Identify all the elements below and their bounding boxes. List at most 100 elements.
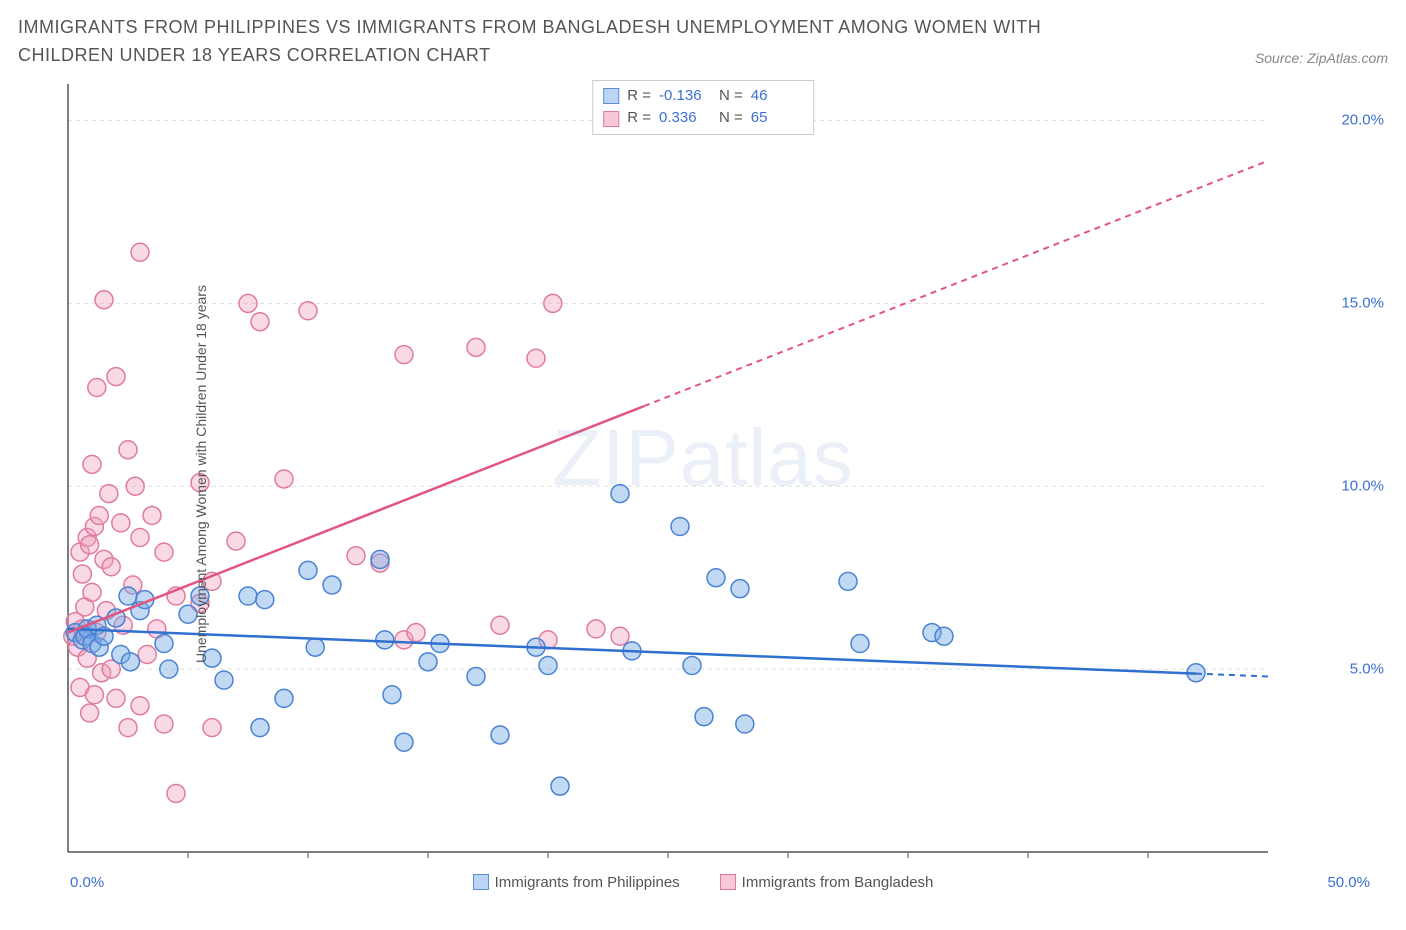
legend-label: Immigrants from Bangladesh [742,874,934,891]
data-point [935,627,953,645]
y-tick-label: 20.0% [1341,112,1384,129]
data-point [203,718,221,736]
data-point [83,583,101,601]
data-point [695,707,713,725]
data-point [544,294,562,312]
data-point [167,784,185,802]
trend-line-extrapolated [1196,673,1268,676]
data-point [551,777,569,795]
data-point [121,653,139,671]
legend-n-label: N = [719,85,743,108]
trend-line [68,629,1196,674]
legend-item: Immigrants from Philippines [473,874,680,891]
x-axis-min-label: 0.0% [70,874,104,891]
data-point [251,312,269,330]
data-point [155,715,173,733]
data-point [126,477,144,495]
legend-r-value: -0.136 [659,85,711,108]
y-tick-label: 15.0% [1341,295,1384,312]
data-point [371,550,389,568]
data-point [491,616,509,634]
data-point [419,653,437,671]
data-point [407,623,425,641]
correlation-chart: Unemployment Among Women with Children U… [18,78,1388,870]
data-point [131,243,149,261]
data-point [347,547,365,565]
data-point [587,620,605,638]
data-point [155,634,173,652]
data-point [131,528,149,546]
legend-swatch [473,874,489,890]
legend-row: R = 0.336 N = 65 [603,107,803,130]
data-point [323,576,341,594]
data-point [731,579,749,597]
data-point [83,455,101,473]
legend-n-value: 46 [751,85,803,108]
legend-swatch [720,874,736,890]
data-point [671,517,689,535]
legend-r-label: R = [627,85,651,108]
y-tick-label: 10.0% [1341,478,1384,495]
series-legend: 0.0% Immigrants from Philippines Immigran… [18,874,1388,891]
data-point [306,638,324,656]
data-point [119,718,137,736]
data-point [527,349,545,367]
data-point [251,718,269,736]
data-point [395,733,413,751]
legend-n-value: 65 [751,107,803,130]
data-point [81,536,99,554]
data-point [611,627,629,645]
data-point [107,689,125,707]
legend-row: R = -0.136 N = 46 [603,85,803,108]
data-point [275,470,293,488]
y-tick-label: 5.0% [1350,660,1384,677]
data-point [256,590,274,608]
data-point [539,656,557,674]
data-point [395,345,413,363]
data-point [143,506,161,524]
data-point [73,565,91,583]
correlation-legend: R = -0.136 N = 46 R = 0.336 N = 65 [592,80,814,135]
data-point [81,704,99,722]
data-point [119,587,137,605]
scatter-plot-svg [18,78,1338,870]
legend-r-value: 0.336 [659,107,711,130]
data-point [491,726,509,744]
data-point [155,543,173,561]
data-point [102,558,120,576]
data-point [707,568,725,586]
data-point [239,294,257,312]
data-point [227,532,245,550]
data-point [138,645,156,663]
data-point [839,572,857,590]
data-point [467,338,485,356]
y-axis-label: Unemployment Among Women with Children U… [193,285,209,663]
data-point [299,561,317,579]
data-point [160,660,178,678]
data-point [851,634,869,652]
x-axis-max-label: 50.0% [1327,874,1370,891]
legend-r-label: R = [627,107,651,130]
data-point [85,686,103,704]
legend-swatch [603,111,619,127]
source-attribution: Source: ZipAtlas.com [1255,50,1388,70]
data-point [736,715,754,733]
data-point [100,484,118,502]
trend-line-extrapolated [644,161,1268,406]
data-point [467,667,485,685]
legend-n-label: N = [719,107,743,130]
data-point [95,291,113,309]
data-point [376,631,394,649]
data-point [299,302,317,320]
legend-label: Immigrants from Philippines [495,874,680,891]
data-point [239,587,257,605]
data-point [383,686,401,704]
data-point [275,689,293,707]
data-point [611,484,629,502]
data-point [112,514,130,532]
data-point [90,506,108,524]
data-point [88,378,106,396]
legend-swatch [603,88,619,104]
page-title: IMMIGRANTS FROM PHILIPPINES VS IMMIGRANT… [18,14,1118,70]
data-point [683,656,701,674]
